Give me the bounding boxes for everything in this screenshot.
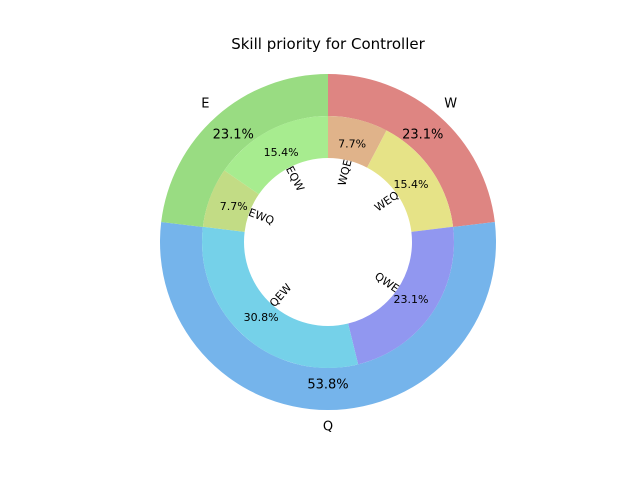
inner-slice-qew [201, 226, 359, 368]
chart-title: Skill priority for Controller [231, 35, 425, 53]
outer-label-q: Q [323, 419, 333, 434]
inner-slice-qwe [348, 226, 455, 365]
outer-ring [160, 74, 496, 410]
inner-label-eqw: EQW [283, 164, 307, 194]
inner-pct-eqw: 15.4% [264, 146, 299, 159]
inner-pct-weq: 15.4% [393, 178, 428, 191]
outer-slice-e [161, 74, 328, 227]
outer-pct-w: 23.1% [402, 128, 443, 143]
inner-pct-qwe: 23.1% [393, 293, 428, 306]
outer-slice-q [160, 221, 496, 410]
outer-pct-e: 23.1% [213, 128, 254, 143]
outer-pct-q: 53.8% [307, 377, 348, 392]
inner-ring [201, 116, 455, 368]
inner-pct-wqe: 7.7% [338, 138, 366, 151]
inner-label-wqe: WQE [336, 158, 355, 187]
outer-slice-w [328, 74, 495, 227]
inner-label-ewq: EWQ [247, 206, 277, 228]
inner-pct-qew: 30.8% [244, 311, 279, 324]
inner-slice-wqe [328, 116, 387, 168]
inner-slice-ewq [202, 170, 259, 232]
inner-label-qew: QEW [267, 281, 294, 310]
inner-slice-weq [367, 130, 454, 232]
inner-slice-eqw [224, 116, 328, 195]
outer-label-e: E [201, 96, 209, 111]
inner-pct-ewq: 7.7% [220, 200, 248, 213]
outer-label-w: W [444, 96, 457, 111]
